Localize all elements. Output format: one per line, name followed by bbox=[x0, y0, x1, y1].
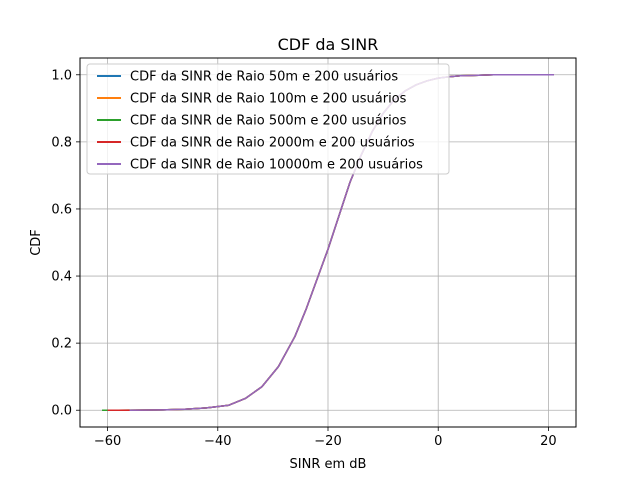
x-tick-label: 0 bbox=[434, 434, 442, 449]
y-tick-label: 0.4 bbox=[51, 270, 72, 285]
x-axis-label: SINR em dB bbox=[290, 457, 367, 472]
y-tick-label: 0.6 bbox=[51, 202, 72, 217]
x-tick-label: 20 bbox=[540, 434, 557, 449]
x-tick-label: −40 bbox=[204, 434, 231, 449]
legend: CDF da SINR de Raio 50m e 200 usuários CD… bbox=[86, 63, 450, 175]
legend-label: CDF da SINR de Raio 500m e 200 usuários bbox=[130, 114, 407, 129]
chart-title: CDF da SINR bbox=[278, 35, 379, 54]
x-tick-label: −20 bbox=[314, 434, 341, 449]
x-tick-label: −60 bbox=[94, 434, 121, 449]
y-tick-label: 0.8 bbox=[51, 135, 72, 150]
legend-box bbox=[86, 63, 450, 175]
x-axis-ticks: −60 −40 −20 0 20 bbox=[94, 427, 557, 449]
legend-label: CDF da SINR de Raio 100m e 200 usuários bbox=[130, 92, 407, 107]
legend-label: CDF da SINR de Raio 50m e 200 usuários bbox=[130, 70, 398, 85]
y-tick-label: 0.0 bbox=[51, 404, 72, 419]
legend-label: CDF da SINR de Raio 10000m e 200 usuário… bbox=[130, 158, 423, 173]
y-axis-label: CDF bbox=[29, 229, 44, 256]
legend-label: CDF da SINR de Raio 2000m e 200 usuários bbox=[130, 136, 415, 151]
y-axis-ticks: 0.0 0.2 0.4 0.6 0.8 1.0 bbox=[51, 68, 80, 419]
y-tick-label: 0.2 bbox=[51, 337, 72, 352]
y-tick-label: 1.0 bbox=[51, 68, 72, 83]
